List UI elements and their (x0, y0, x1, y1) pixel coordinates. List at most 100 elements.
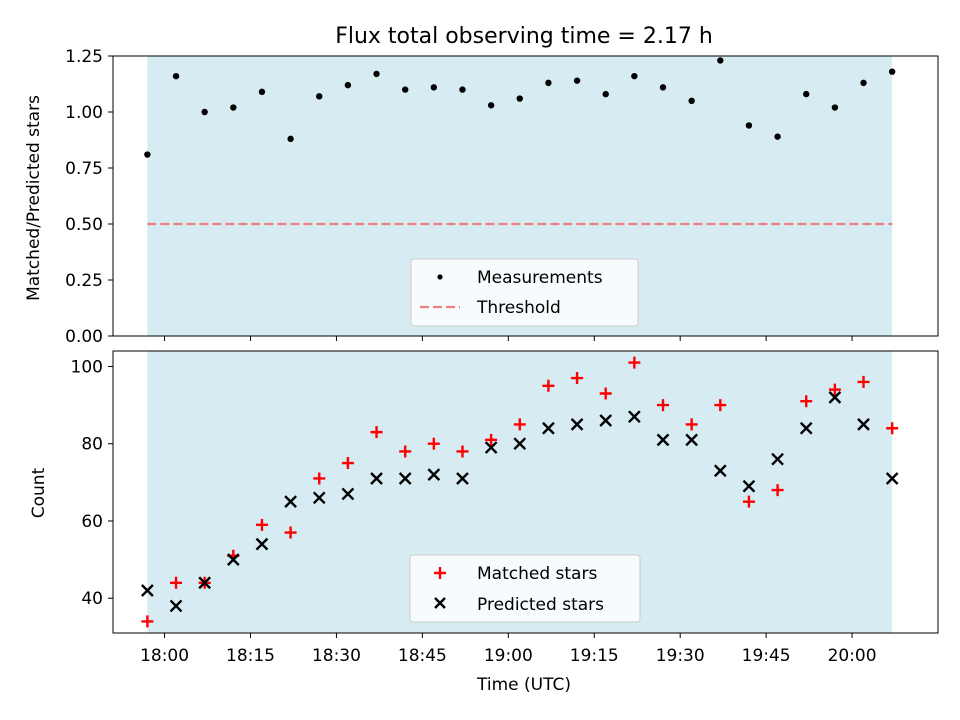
matched-star-point (341, 457, 354, 470)
x-tick-label: 19:00 (484, 646, 533, 666)
ratio-panel: 0.00 0.25 0.50 0.75 1.00 1.25 Matched/Predict… (24, 47, 939, 347)
x-axis-label: Time (UTC) (476, 675, 571, 695)
predicted-star-point (141, 584, 154, 597)
measurement-point (516, 95, 523, 102)
predicted-star-point (799, 421, 813, 435)
measurement-point (487, 102, 495, 109)
ratio-y-tick-label: 0.00 (65, 327, 103, 347)
matched-star-point (141, 615, 154, 628)
predicted-star-point (312, 491, 326, 505)
measurement-point (717, 57, 724, 64)
measurement-point (545, 79, 552, 87)
measurement-point (316, 93, 323, 100)
measurement-point (172, 72, 180, 80)
measurement-point (631, 72, 638, 80)
matched-star-point (599, 387, 612, 400)
matched-star-point (399, 445, 412, 458)
measurement-point (803, 90, 810, 98)
ratio-y-tick-label: 0.50 (65, 215, 103, 235)
measurement-point (831, 104, 839, 111)
x-tick-label: 19:30 (656, 646, 705, 666)
measurement-point (602, 90, 609, 98)
matched-star-point (571, 372, 584, 385)
measurement-point (888, 68, 896, 75)
ratio-y-tick-label: 0.75 (65, 159, 103, 179)
predicted-star-point (857, 418, 870, 431)
predicted-star-point (226, 553, 240, 566)
matched-star-point (714, 399, 727, 412)
measurement-point (201, 108, 208, 116)
predicted-star-point (198, 576, 212, 590)
measurement-point (688, 97, 695, 105)
measurements-legend-marker (437, 274, 443, 280)
counts-y-axis-label: Count (29, 467, 49, 518)
matched-star-point (657, 399, 669, 412)
predicted-star-point (341, 487, 355, 501)
measurement-point (144, 151, 151, 158)
measurement-point (745, 122, 753, 129)
matched-star-point (886, 422, 899, 435)
predicted-star-point (542, 421, 555, 435)
counts-legend-box (409, 554, 641, 623)
x-tick-label: 19:45 (742, 646, 791, 666)
measurement-point (860, 79, 867, 87)
matched-star-point (284, 526, 297, 539)
predicted-star-point (456, 472, 469, 485)
measurement-point (344, 81, 352, 89)
predicted-star-point (370, 472, 383, 485)
measurement-point (459, 86, 466, 93)
counts-y-tick-label: 80 (81, 435, 103, 455)
predicted-star-point (713, 464, 727, 478)
matched-star-point (800, 395, 813, 408)
ratio-y-tick-label: 1.25 (65, 47, 103, 67)
measurement-point (373, 70, 380, 78)
matched-star-point (542, 379, 555, 392)
counts-y-tick-label: 100 (71, 357, 103, 377)
matched-star-point (255, 518, 268, 531)
counts-y-tick-label: 60 (81, 512, 103, 532)
predicted-star-point (169, 599, 183, 613)
predicted-star-point (771, 452, 784, 466)
predicted-legend-marker (434, 597, 446, 609)
predicted-star-point (398, 472, 412, 485)
predicted-star-point (742, 479, 756, 493)
measurement-point (230, 104, 237, 111)
measurement-point (287, 135, 294, 143)
measurements-legend-label: Measurements (477, 268, 603, 288)
predicted-star-point (427, 468, 441, 481)
measurement-point (401, 86, 409, 93)
predicted-star-point (570, 418, 584, 431)
matched-star-point (170, 576, 183, 589)
matched-star-point (370, 426, 383, 439)
matched-legend-marker (434, 567, 446, 579)
predicted-star-point (885, 472, 899, 485)
measurement-point (430, 84, 438, 91)
chart-title: Flux total observing time = 2.17 h (335, 24, 713, 49)
ratio-y-tick-label: 1.00 (65, 103, 103, 123)
ratio-y-tick-label: 0.25 (65, 271, 103, 291)
predicted-star-point (284, 495, 297, 509)
predicted-star-point (685, 433, 698, 447)
ratio-legend-box (410, 258, 639, 327)
measurement-point (659, 84, 667, 91)
matched-star-point (857, 375, 870, 388)
predicted-star-point (255, 537, 269, 551)
x-tick-label: 18:45 (398, 646, 447, 666)
predicted-star-point (628, 410, 641, 424)
counts-axes-frame (112, 350, 939, 634)
ratio-axes-frame (112, 55, 939, 337)
measurement-point (258, 88, 266, 96)
x-tick-label: 18:30 (312, 646, 361, 666)
predicted-star-point (513, 437, 527, 451)
matched-star-point (771, 484, 784, 497)
counts-panel: 40 60 80 100 18:00 18:15 18:30 18:45 19:00 19:15… (29, 350, 939, 695)
matched-star-point (628, 356, 641, 369)
matched-star-point (427, 437, 440, 450)
ratio-y-axis-label: Matched/Predicted stars (24, 95, 44, 301)
matched-star-point (485, 433, 498, 446)
matched-star-point (685, 418, 698, 431)
matched-star-point (742, 495, 755, 508)
ratio-legend: Measurements Threshold (410, 258, 639, 327)
measurement-point (573, 77, 581, 84)
